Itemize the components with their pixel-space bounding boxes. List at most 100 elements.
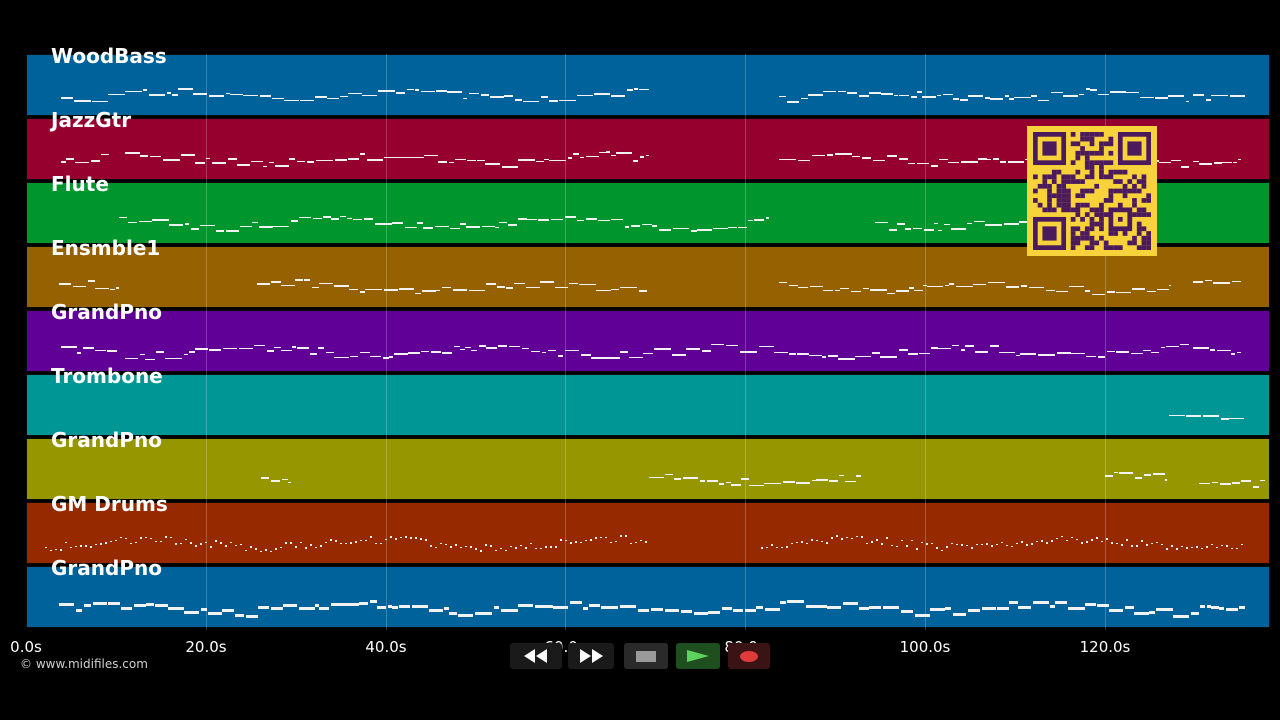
note-mark bbox=[938, 347, 951, 350]
grid-line bbox=[925, 54, 926, 630]
track-name-label: JazzGtr bbox=[51, 108, 132, 132]
play-button[interactable] bbox=[676, 643, 720, 669]
note-mark bbox=[639, 290, 647, 292]
note-mark bbox=[590, 539, 592, 541]
track-lane[interactable] bbox=[26, 374, 1270, 436]
note-mark bbox=[200, 224, 215, 227]
play-icon bbox=[687, 650, 709, 662]
note-mark bbox=[340, 95, 348, 98]
note-mark bbox=[504, 95, 513, 97]
note-mark bbox=[1086, 88, 1090, 90]
note-mark bbox=[360, 153, 365, 155]
note-mark bbox=[961, 161, 978, 163]
note-mark bbox=[726, 344, 738, 347]
note-mark bbox=[453, 289, 467, 291]
note-mark bbox=[480, 550, 482, 552]
note-mark bbox=[460, 546, 462, 549]
note-mark bbox=[646, 154, 649, 157]
note-mark bbox=[665, 473, 673, 476]
note-mark bbox=[620, 351, 628, 353]
note-mark bbox=[252, 221, 258, 224]
stop-button[interactable] bbox=[624, 643, 668, 669]
note-mark bbox=[447, 91, 462, 93]
note-mark bbox=[436, 289, 440, 292]
note-mark bbox=[1029, 286, 1044, 289]
note-mark bbox=[1079, 93, 1084, 96]
note-mark bbox=[1146, 544, 1148, 546]
note-mark bbox=[254, 344, 265, 347]
note-mark bbox=[388, 604, 392, 608]
note-mark bbox=[250, 546, 252, 548]
note-mark bbox=[1051, 540, 1053, 542]
note-mark bbox=[1136, 545, 1138, 547]
note-mark bbox=[1157, 288, 1169, 291]
note-mark bbox=[240, 543, 242, 546]
note-mark bbox=[425, 539, 427, 541]
grid-line bbox=[386, 54, 387, 630]
note-mark bbox=[1050, 604, 1055, 608]
note-mark bbox=[801, 541, 803, 543]
note-mark bbox=[220, 542, 222, 544]
note-mark bbox=[152, 219, 169, 221]
note-mark bbox=[926, 543, 928, 545]
note-mark bbox=[299, 216, 311, 219]
note-mark bbox=[691, 230, 697, 232]
note-mark bbox=[1220, 483, 1231, 485]
track-lane[interactable] bbox=[26, 438, 1270, 500]
note-mark bbox=[870, 289, 887, 291]
note-mark bbox=[629, 356, 643, 359]
note-mark bbox=[430, 545, 432, 547]
rewind-button[interactable] bbox=[510, 643, 562, 669]
track-lane[interactable] bbox=[26, 246, 1270, 308]
note-mark bbox=[470, 546, 472, 548]
note-mark bbox=[1193, 347, 1209, 349]
note-mark bbox=[916, 548, 918, 550]
note-mark bbox=[1121, 544, 1123, 546]
note-mark bbox=[911, 96, 917, 98]
note-mark bbox=[348, 158, 359, 160]
track-lane[interactable] bbox=[26, 310, 1270, 372]
note-mark bbox=[899, 349, 908, 351]
note-mark bbox=[223, 347, 237, 350]
note-mark bbox=[961, 544, 963, 546]
note-mark bbox=[985, 97, 990, 99]
note-mark bbox=[91, 160, 100, 162]
note-mark bbox=[365, 539, 367, 542]
note-mark bbox=[866, 542, 868, 545]
note-mark bbox=[887, 292, 895, 295]
note-mark bbox=[1008, 161, 1024, 163]
qr-code-icon[interactable] bbox=[1027, 126, 1157, 256]
track-name-label: WoodBass bbox=[51, 44, 167, 68]
note-mark bbox=[460, 348, 465, 351]
note-mark bbox=[185, 538, 187, 541]
note-mark bbox=[606, 151, 610, 153]
note-mark bbox=[1091, 539, 1093, 541]
note-mark bbox=[841, 538, 843, 540]
track-lane[interactable] bbox=[26, 54, 1270, 116]
note-mark bbox=[581, 354, 591, 356]
note-mark bbox=[946, 546, 948, 548]
note-mark bbox=[808, 94, 823, 96]
note-mark bbox=[936, 547, 938, 549]
note-mark bbox=[908, 162, 915, 165]
note-mark bbox=[180, 542, 182, 545]
fast-forward-button[interactable] bbox=[568, 643, 614, 669]
note-mark bbox=[635, 541, 637, 544]
track-lane[interactable] bbox=[26, 566, 1270, 628]
note-mark bbox=[1006, 544, 1008, 547]
note-mark bbox=[783, 481, 795, 483]
note-mark bbox=[931, 165, 938, 167]
record-button[interactable] bbox=[728, 643, 770, 669]
note-mark bbox=[917, 162, 929, 164]
note-mark bbox=[385, 538, 387, 541]
track-lane[interactable] bbox=[26, 502, 1270, 564]
note-mark bbox=[235, 613, 244, 617]
note-mark bbox=[375, 542, 377, 545]
note-mark bbox=[265, 549, 267, 551]
note-mark bbox=[638, 609, 649, 613]
note-mark bbox=[1016, 542, 1018, 545]
note-mark bbox=[243, 94, 258, 97]
note-mark bbox=[485, 163, 500, 165]
note-mark bbox=[620, 605, 636, 609]
